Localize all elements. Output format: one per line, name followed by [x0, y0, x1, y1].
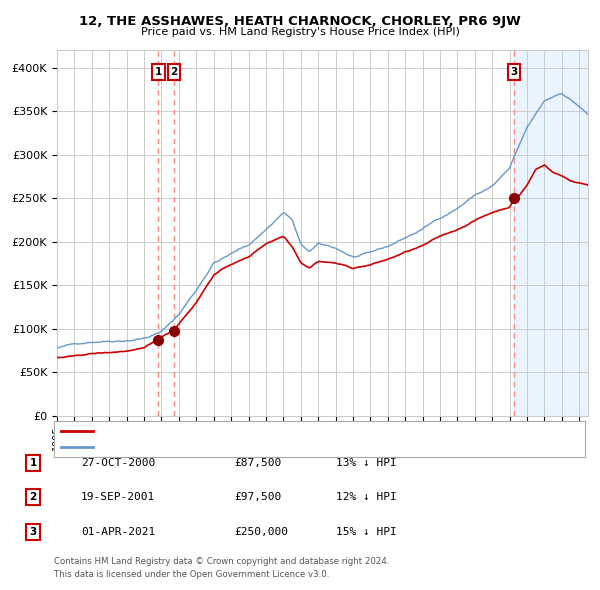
Text: £87,500: £87,500 — [234, 458, 281, 468]
Text: 2: 2 — [29, 493, 37, 502]
Text: 01-APR-2021: 01-APR-2021 — [81, 527, 155, 536]
Text: 12, THE ASSHAWES, HEATH CHARNOCK, CHORLEY, PR6 9JW: 12, THE ASSHAWES, HEATH CHARNOCK, CHORLE… — [79, 15, 521, 28]
Text: 12, THE ASSHAWES, HEATH CHARNOCK, CHORLEY, PR6 9JW (detached house): 12, THE ASSHAWES, HEATH CHARNOCK, CHORLE… — [99, 426, 481, 436]
Text: Price paid vs. HM Land Registry's House Price Index (HPI): Price paid vs. HM Land Registry's House … — [140, 27, 460, 37]
Text: 3: 3 — [511, 67, 518, 77]
Text: £97,500: £97,500 — [234, 493, 281, 502]
Text: This data is licensed under the Open Government Licence v3.0.: This data is licensed under the Open Gov… — [54, 571, 329, 579]
Text: 1: 1 — [29, 458, 37, 468]
Text: £250,000: £250,000 — [234, 527, 288, 536]
Text: 12% ↓ HPI: 12% ↓ HPI — [336, 493, 397, 502]
Text: HPI: Average price, detached house, Chorley: HPI: Average price, detached house, Chor… — [99, 442, 317, 452]
Text: 3: 3 — [29, 527, 37, 536]
Text: 2: 2 — [170, 67, 178, 77]
Text: 27-OCT-2000: 27-OCT-2000 — [81, 458, 155, 468]
Text: 13% ↓ HPI: 13% ↓ HPI — [336, 458, 397, 468]
Text: 19-SEP-2001: 19-SEP-2001 — [81, 493, 155, 502]
Text: 1: 1 — [155, 67, 162, 77]
Text: 15% ↓ HPI: 15% ↓ HPI — [336, 527, 397, 536]
Text: Contains HM Land Registry data © Crown copyright and database right 2024.: Contains HM Land Registry data © Crown c… — [54, 558, 389, 566]
